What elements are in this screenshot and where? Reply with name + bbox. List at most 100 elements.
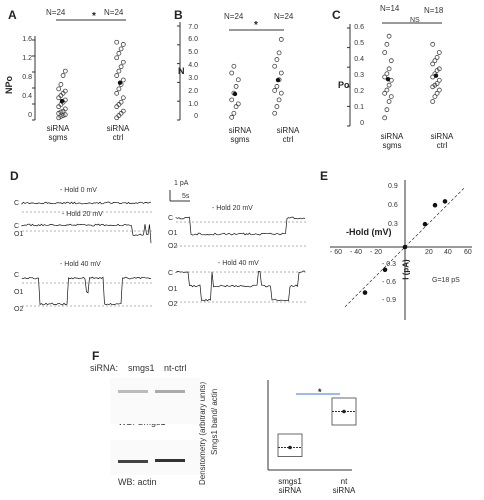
panel-f-cat-line2: siRNA bbox=[278, 486, 302, 495]
panel-b-ylabel: N bbox=[178, 66, 185, 76]
scale-time: 5s bbox=[182, 193, 190, 200]
data-point bbox=[60, 73, 66, 78]
panel-b-cat-line1: siRNA bbox=[228, 126, 252, 135]
data-point bbox=[114, 90, 120, 96]
data-point bbox=[231, 110, 237, 116]
data-point bbox=[58, 114, 64, 119]
panel-b-cat: siRNA ctrl bbox=[270, 126, 306, 144]
data-point bbox=[120, 77, 126, 83]
sirna-label: siRNA: bbox=[90, 363, 119, 373]
panel-c-ytick: 0.6 bbox=[354, 24, 364, 31]
box-mean bbox=[342, 409, 346, 414]
data-point bbox=[114, 55, 120, 61]
data-point bbox=[118, 99, 124, 105]
data-point bbox=[276, 97, 282, 103]
data-point bbox=[56, 86, 62, 92]
band-smgs1-lane1 bbox=[118, 390, 148, 393]
panel-f-cat-line1: smgs1 bbox=[278, 477, 302, 486]
lane1-label: smgs1 bbox=[128, 363, 155, 373]
data-point bbox=[386, 66, 392, 72]
panel-c-cat-line2: ctrl bbox=[436, 141, 448, 150]
panel-c-ylabel: Po bbox=[338, 80, 350, 90]
level-c: C bbox=[14, 223, 20, 230]
data-point bbox=[272, 63, 278, 69]
panel-c-ytick: 0 bbox=[360, 120, 364, 127]
data-point bbox=[118, 46, 124, 52]
data-point bbox=[274, 57, 280, 62]
panel-e: E -Hold (mV) I (pA) G=18 pS - 60 - 40 - … bbox=[320, 165, 484, 335]
panel-e-xtick: - 60 bbox=[330, 249, 343, 256]
panel-b-ytick: 6.0 bbox=[188, 36, 198, 43]
data-point bbox=[430, 41, 436, 47]
data-point bbox=[235, 101, 241, 107]
panel-e-ytick: - 0.3 bbox=[382, 261, 397, 268]
panel-f-cat-line1: nt bbox=[340, 477, 348, 486]
data-point bbox=[434, 81, 440, 86]
panel-f-cat: smgs1 siRNA bbox=[272, 477, 308, 495]
data-point bbox=[384, 87, 390, 93]
level-c: C bbox=[168, 215, 174, 222]
iv-point bbox=[402, 244, 408, 250]
panel-c-ytick: 0.1 bbox=[354, 104, 364, 111]
panel-e-ytick: - 0.9 bbox=[382, 297, 397, 304]
panel-a-ytick: 0 bbox=[28, 112, 32, 119]
panel-b-ytick: 3.0 bbox=[188, 75, 198, 82]
scale-current: 1 pA bbox=[174, 180, 189, 187]
panel-e-xtick: - 40 bbox=[350, 249, 363, 256]
panel-a-ytick: 1.2 bbox=[22, 55, 32, 62]
trace-hold-20mv-right bbox=[175, 216, 306, 236]
panel-e-xtick: 60 bbox=[464, 249, 472, 256]
panel-b-cat-line1: siRNA bbox=[276, 126, 300, 135]
blot-actin bbox=[110, 440, 200, 475]
level-o1: O1 bbox=[168, 230, 178, 237]
panel-c-ytick: 0.3 bbox=[354, 72, 364, 79]
panel-e-ytick: 0.9 bbox=[388, 183, 398, 190]
iv-point bbox=[442, 199, 448, 204]
data-point bbox=[382, 50, 388, 55]
data-point bbox=[62, 106, 68, 112]
panel-f-label: F bbox=[92, 349, 100, 363]
band-actin-lane1 bbox=[118, 460, 148, 463]
data-point bbox=[58, 109, 64, 115]
data-point bbox=[233, 84, 239, 89]
data-point bbox=[272, 88, 278, 93]
mean-point bbox=[232, 91, 238, 97]
data-point bbox=[384, 71, 390, 77]
level-o1: O1 bbox=[168, 286, 178, 293]
data-point bbox=[436, 87, 442, 93]
panel-a-cat-line2: ctrl bbox=[112, 133, 124, 142]
panel-a-cat: siRNA ctrl bbox=[100, 124, 136, 142]
level-o1: O1 bbox=[14, 231, 24, 238]
data-point bbox=[384, 41, 390, 47]
panel-b-ytick: 1.0 bbox=[188, 101, 198, 108]
panel-c-cat: siRNA ctrl bbox=[424, 132, 460, 150]
conductance: G=18 pS bbox=[432, 277, 460, 284]
data-point bbox=[278, 37, 284, 42]
data-point bbox=[235, 77, 241, 83]
data-point bbox=[274, 104, 280, 109]
level-o2: O2 bbox=[168, 243, 178, 250]
data-point bbox=[382, 115, 388, 121]
panel-b: B N 7.0 6.0 5.0 4.0 3.0 2.0 1.0 0 N=24 N… bbox=[160, 0, 320, 160]
panel-b-ytick: 5.0 bbox=[188, 49, 198, 56]
panel-b-ytick: 2.0 bbox=[188, 88, 198, 95]
data-point bbox=[114, 73, 120, 78]
data-point bbox=[382, 90, 388, 96]
panel-c-n-left: N=14 bbox=[380, 4, 400, 13]
panel-c-label: C bbox=[332, 8, 341, 22]
iv-point bbox=[382, 267, 388, 273]
data-point bbox=[120, 59, 126, 65]
data-point bbox=[229, 70, 235, 76]
data-point bbox=[116, 86, 122, 92]
panel-b-n-right: N=24 bbox=[274, 12, 294, 21]
panel-f-significance: * bbox=[318, 387, 322, 397]
data-point bbox=[430, 61, 436, 67]
wb-actin-label: WB: actin bbox=[118, 477, 157, 487]
level-c: C bbox=[14, 200, 20, 207]
iv-point bbox=[362, 290, 368, 295]
iv-point bbox=[422, 221, 428, 227]
level-c: C bbox=[14, 272, 20, 279]
panel-d: D 1 pA 5s - Hold 0 mV - Hold 20 mV - Hol… bbox=[0, 165, 340, 325]
trace-label: - Hold 20 mV bbox=[62, 211, 103, 218]
